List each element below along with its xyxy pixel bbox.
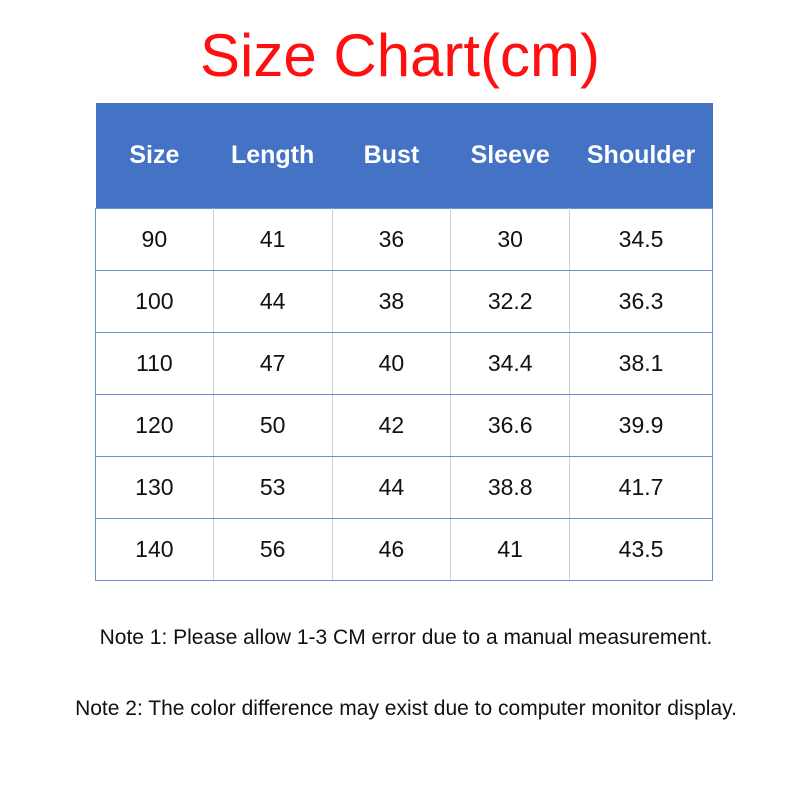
table-row: 90 41 36 30 34.5 — [95, 208, 713, 271]
table-cell: 41 — [212, 208, 333, 271]
table-cell: 40 — [331, 332, 452, 395]
table-row: 120 50 42 36.6 39.9 — [95, 394, 713, 457]
table-cell: 34.5 — [569, 208, 713, 271]
table-cell: 36.3 — [569, 270, 713, 333]
header-cell: Sleeve — [450, 103, 570, 209]
table-cell: 46 — [331, 518, 452, 581]
table-cell: 36 — [331, 208, 452, 271]
table-cell: 38.8 — [450, 456, 571, 519]
table-cell: 36.6 — [450, 394, 571, 457]
table-cell: 53 — [212, 456, 333, 519]
table-cell: 47 — [212, 332, 333, 395]
table-cell: 90 — [95, 208, 214, 271]
table-cell: 39.9 — [569, 394, 713, 457]
table-cell: 140 — [95, 518, 214, 581]
table-row: 110 47 40 34.4 38.1 — [95, 332, 713, 395]
table-row: 130 53 44 38.8 41.7 — [95, 456, 713, 519]
table-cell: 41 — [450, 518, 571, 581]
table-row: 140 56 46 41 43.5 — [95, 518, 713, 581]
table-cell: 34.4 — [450, 332, 571, 395]
header-cell: Size — [95, 103, 214, 209]
table-cell: 130 — [95, 456, 214, 519]
table-cell: 43.5 — [569, 518, 713, 581]
table-cell: 100 — [95, 270, 214, 333]
table-cell: 42 — [331, 394, 452, 457]
table-cell: 50 — [212, 394, 333, 457]
note-2: Note 2: The color difference may exist d… — [75, 697, 737, 720]
table-cell: 44 — [212, 270, 333, 333]
table-cell: 110 — [95, 332, 214, 395]
header-cell: Length — [213, 103, 333, 209]
table-cell: 32.2 — [450, 270, 571, 333]
page-title: Size Chart(cm) — [199, 22, 601, 89]
table-cell: 56 — [212, 518, 333, 581]
header-row: Size Length Bust Sleeve Shoulder — [95, 103, 713, 209]
header-cell: Bust — [332, 103, 451, 209]
note-1: Note 1: Please allow 1-3 CM error due to… — [99, 626, 713, 649]
header-cell: Shoulder — [569, 103, 713, 209]
table-cell: 38 — [331, 270, 452, 333]
table-cell: 30 — [450, 208, 571, 271]
table-row: 100 44 38 32.2 36.3 — [95, 270, 713, 333]
table-cell: 38.1 — [569, 332, 713, 395]
table-cell: 41.7 — [569, 456, 713, 519]
size-table: Size Length Bust Sleeve Shoulder 90 41 36 3… — [95, 103, 713, 581]
table-cell: 44 — [331, 456, 452, 519]
table-cell: 120 — [95, 394, 214, 457]
